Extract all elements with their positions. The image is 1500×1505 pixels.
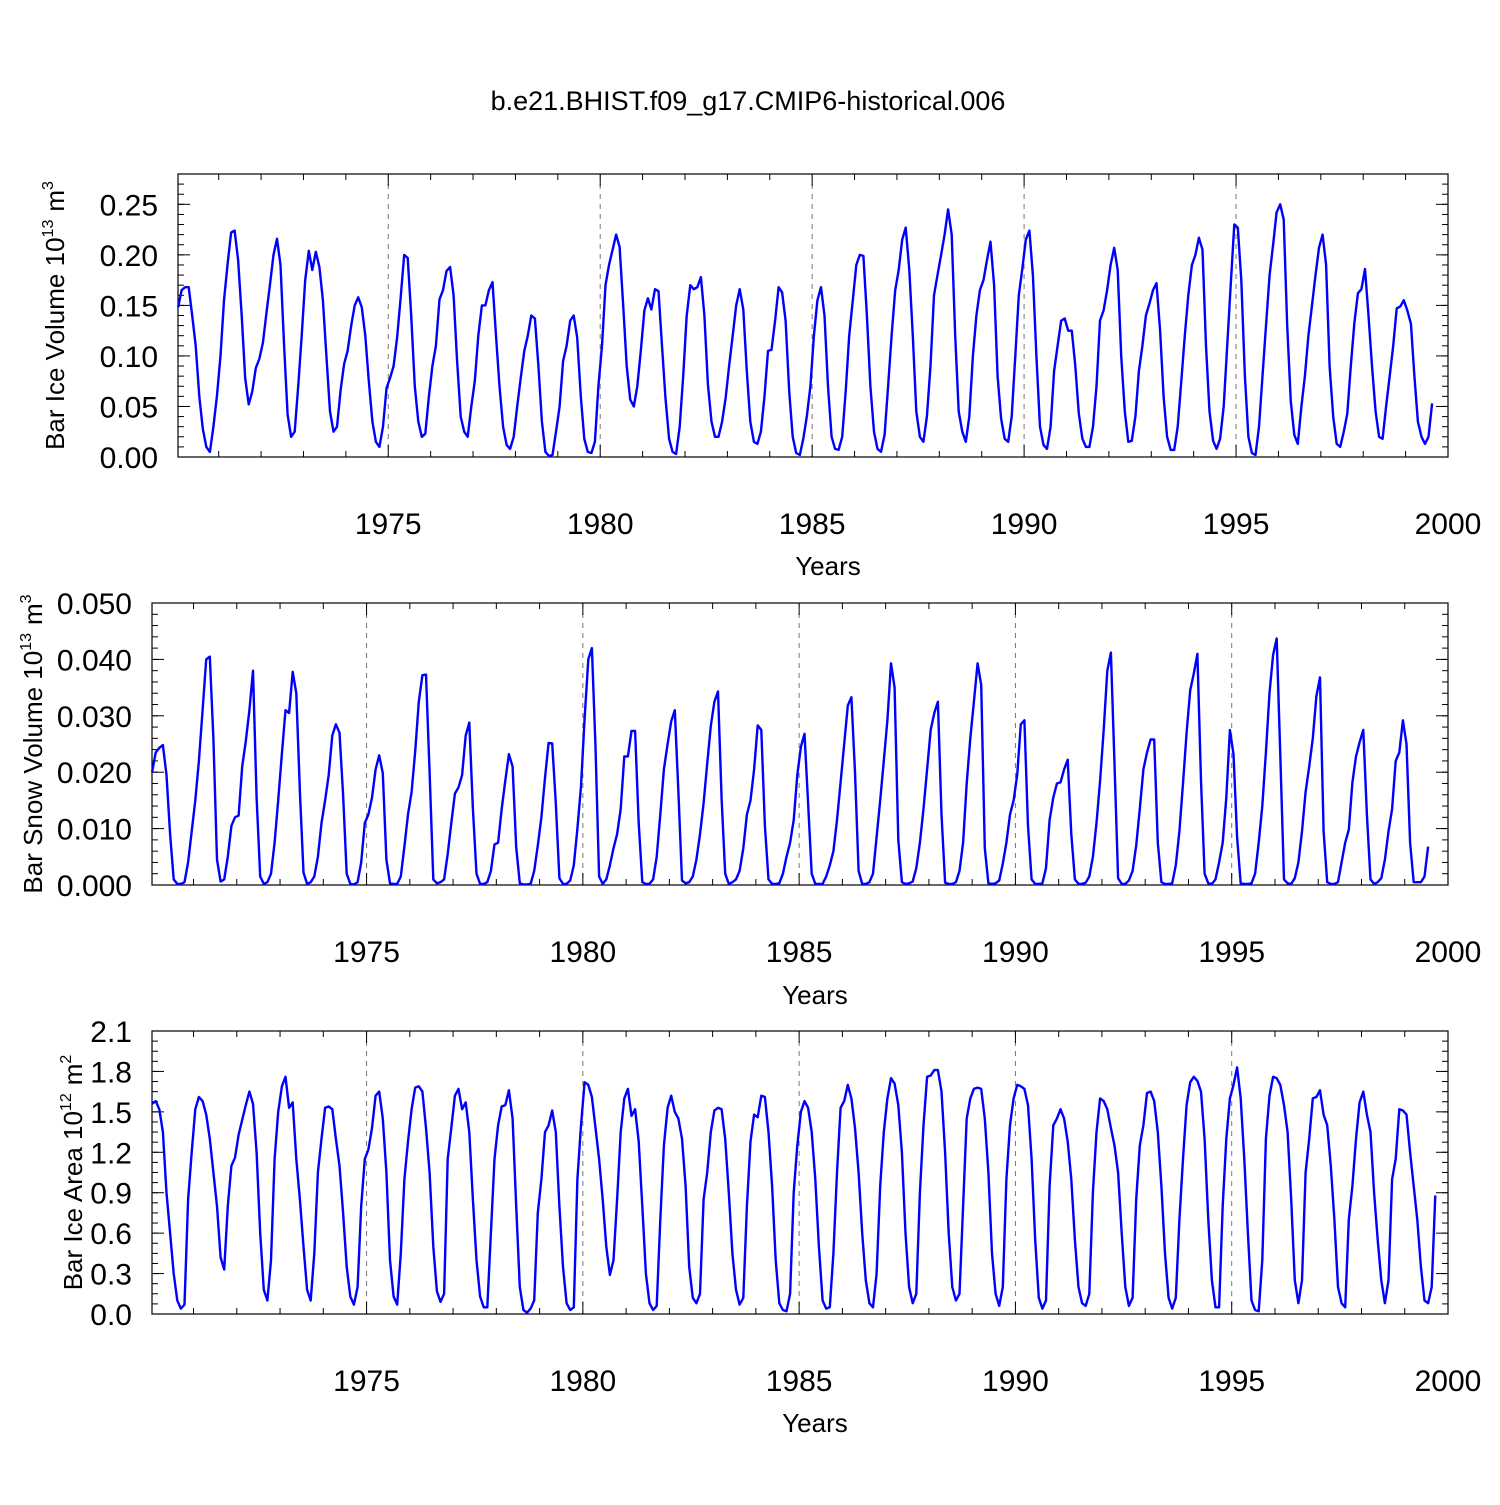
y-axis-label-ylabel: Bar Ice Area 10 xyxy=(58,1111,88,1290)
x-axis-label: Years xyxy=(782,980,848,1010)
y-axis-label-ylabel-exp: 13 xyxy=(18,633,35,651)
y-axis-label-ylabel-exp: 12 xyxy=(58,1093,75,1111)
x-tick-label: 1980 xyxy=(549,1365,616,1398)
y-axis-label: Bar Ice Volume 1013 m3 xyxy=(40,181,70,450)
y-axis-label-ylabel: Bar Snow Volume 10 xyxy=(18,651,48,894)
plot-frame xyxy=(151,602,1449,886)
y-axis-label-ylabel-unit-exp: 2 xyxy=(58,1055,75,1064)
y-tick-label: 0.9 xyxy=(90,1178,132,1211)
y-tick-label: 0.000 xyxy=(57,870,132,903)
x-tick-label: 1995 xyxy=(1203,508,1270,541)
y-tick-label: 1.5 xyxy=(90,1097,132,1130)
panels: 1975 1980 1985 1990 1995 2000 0.00 0.05 0.10 0.15… xyxy=(18,173,1482,1438)
y-tick-label: 0.030 xyxy=(57,701,132,734)
y-tick-label: 0.040 xyxy=(57,644,132,677)
x-tick-label: 1980 xyxy=(549,936,616,969)
x-tick-label: 1995 xyxy=(1198,936,1265,969)
x-axis-label: Years xyxy=(782,1408,848,1438)
y-axis-label: Bar Ice Area 1012 m2 xyxy=(58,1055,88,1291)
x-tick-label: 1990 xyxy=(982,936,1049,969)
x-tick-label: 1995 xyxy=(1198,1365,1265,1398)
x-tick-label: 1975 xyxy=(355,508,422,541)
y-tick-label: 0.20 xyxy=(100,240,158,273)
series-line-snow-volume xyxy=(150,637,1430,886)
y-tick-label: 0.25 xyxy=(100,189,158,222)
x-tick-label: 2000 xyxy=(1415,936,1482,969)
y-axis-label-ylabel-unit: m xyxy=(58,1064,88,1086)
panel-ice-volume: 1975 1980 1985 1990 1995 2000 0.00 0.05 0.10 0.15… xyxy=(40,173,1482,581)
y-tick-label: 0.10 xyxy=(100,341,158,374)
y-tick-label: 0.15 xyxy=(100,290,158,323)
x-tick-label: 1975 xyxy=(333,1365,400,1398)
y-tick-label: 0.050 xyxy=(57,588,132,621)
x-tick-label: 1990 xyxy=(991,508,1058,541)
y-tick-label: 0.010 xyxy=(57,814,132,847)
plot-frame xyxy=(177,173,1449,458)
x-tick-label: 2000 xyxy=(1415,508,1482,541)
y-axis-label-ylabel: Bar Ice Volume 10 xyxy=(40,237,70,449)
x-tick-label: 1985 xyxy=(766,1365,833,1398)
x-tick-label: 1985 xyxy=(766,936,833,969)
x-tick-label: 1985 xyxy=(779,508,846,541)
y-axis-label-ylabel-unit-exp: 3 xyxy=(18,594,35,603)
y-tick-label: 0.05 xyxy=(100,391,158,424)
x-tick-label: 1980 xyxy=(567,508,634,541)
y-tick-label: 0.00 xyxy=(100,442,158,475)
x-axis-label: Years xyxy=(795,551,861,581)
panel-snow-volume: 1975 1980 1985 1990 1995 2000 0.000 0.010 0.020 0… xyxy=(18,588,1481,1010)
y-axis-label: Bar Snow Volume 1013 m3 xyxy=(18,594,48,893)
y-tick-label: 1.2 xyxy=(90,1137,132,1170)
x-tick-label: 1990 xyxy=(982,1365,1049,1398)
panel-ice-area: 1975 1980 1985 1990 1995 2000 0.0 0.3 0.6 0.9 1.2 1… xyxy=(58,1016,1481,1438)
x-tick-label: 1975 xyxy=(333,936,400,969)
y-tick-label: 0.3 xyxy=(90,1259,132,1292)
y-axis-label-ylabel-unit: m xyxy=(18,603,48,625)
y-tick-label: 1.8 xyxy=(90,1056,132,1089)
series-line-ice-area xyxy=(151,1066,1437,1314)
y-axis-label-ylabel-exp: 13 xyxy=(40,220,57,238)
y-tick-label: 0.0 xyxy=(90,1299,132,1332)
y-tick-label: 0.6 xyxy=(90,1218,132,1251)
x-tick-label: 2000 xyxy=(1415,1365,1482,1398)
series-line-ice-volume xyxy=(176,203,1434,458)
y-axis-label-ylabel-unit: m xyxy=(40,190,70,212)
y-tick-label: 0.020 xyxy=(57,757,132,790)
y-axis-label-ylabel-unit-exp: 3 xyxy=(40,181,57,190)
y-tick-label: 2.1 xyxy=(90,1016,132,1049)
figure-title: b.e21.BHIST.f09_g17.CMIP6-historical.006 xyxy=(491,86,1006,116)
